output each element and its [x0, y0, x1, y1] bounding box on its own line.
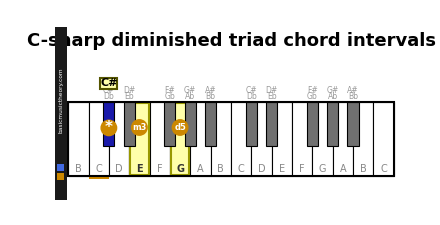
Bar [88, 176, 109, 180]
Text: F#: F# [165, 86, 175, 95]
Bar [271, 102, 292, 176]
Text: Gb: Gb [307, 92, 318, 101]
Text: G: G [176, 164, 184, 174]
Text: D: D [258, 164, 265, 174]
Text: d5: d5 [174, 123, 186, 132]
Bar [171, 103, 190, 175]
Text: C: C [238, 164, 245, 174]
Bar [246, 102, 257, 146]
Bar [124, 102, 135, 146]
Text: G#: G# [184, 86, 196, 95]
Text: B: B [217, 164, 224, 174]
Text: D: D [115, 164, 123, 174]
Bar [333, 102, 353, 176]
Circle shape [172, 120, 188, 135]
Text: F: F [157, 164, 162, 174]
Text: C-sharp diminished triad chord intervals: C-sharp diminished triad chord intervals [27, 32, 436, 50]
FancyBboxPatch shape [100, 78, 117, 89]
Bar [68, 102, 88, 176]
Text: *: * [105, 120, 113, 135]
Bar [57, 173, 64, 180]
Bar [348, 102, 359, 146]
Text: C#: C# [246, 86, 257, 95]
Bar [170, 102, 190, 176]
Text: E: E [136, 164, 143, 174]
Text: m3: m3 [132, 123, 147, 132]
Bar [211, 102, 231, 176]
Bar [150, 102, 170, 176]
Bar [312, 102, 333, 176]
Bar [205, 102, 216, 146]
Text: Bb: Bb [205, 92, 216, 101]
Text: G#: G# [326, 86, 339, 95]
Bar [88, 102, 109, 176]
Bar [129, 102, 150, 176]
Bar [353, 102, 373, 176]
Text: B: B [75, 164, 82, 174]
Text: D#: D# [123, 86, 136, 95]
Text: C: C [95, 164, 102, 174]
Bar [130, 103, 149, 175]
Text: Db: Db [103, 92, 114, 101]
Text: Eb: Eb [125, 92, 134, 101]
Circle shape [101, 120, 117, 136]
Bar [231, 102, 251, 176]
Text: Gb: Gb [165, 92, 175, 101]
Text: F: F [299, 164, 305, 174]
Text: A: A [340, 164, 346, 174]
Text: F#: F# [307, 86, 318, 95]
Text: E: E [279, 164, 285, 174]
Text: A#: A# [347, 86, 359, 95]
Circle shape [132, 120, 147, 135]
Text: B: B [360, 164, 367, 174]
Text: basicmusictheory.com: basicmusictheory.com [59, 67, 64, 133]
Text: Db: Db [246, 92, 257, 101]
Bar [266, 102, 277, 146]
Bar [292, 102, 312, 176]
Text: G: G [319, 164, 326, 174]
Text: Bb: Bb [348, 92, 358, 101]
Text: A: A [197, 164, 204, 174]
Text: A#: A# [205, 86, 216, 95]
Bar [190, 102, 211, 176]
Text: D#: D# [265, 86, 278, 95]
Bar [185, 102, 196, 146]
Bar [57, 164, 64, 171]
Text: C#: C# [103, 86, 115, 95]
Bar [327, 102, 338, 146]
Bar [373, 102, 394, 176]
Bar [68, 102, 394, 176]
Bar [307, 102, 318, 146]
Text: C#: C# [100, 78, 117, 88]
Bar [251, 102, 271, 176]
Text: Eb: Eb [267, 92, 276, 101]
Text: Ab: Ab [185, 92, 195, 101]
Text: Ab: Ab [328, 92, 338, 101]
Bar [55, 27, 67, 200]
Bar [109, 102, 129, 176]
Text: C: C [380, 164, 387, 174]
Bar [164, 102, 176, 146]
Bar [103, 102, 114, 146]
